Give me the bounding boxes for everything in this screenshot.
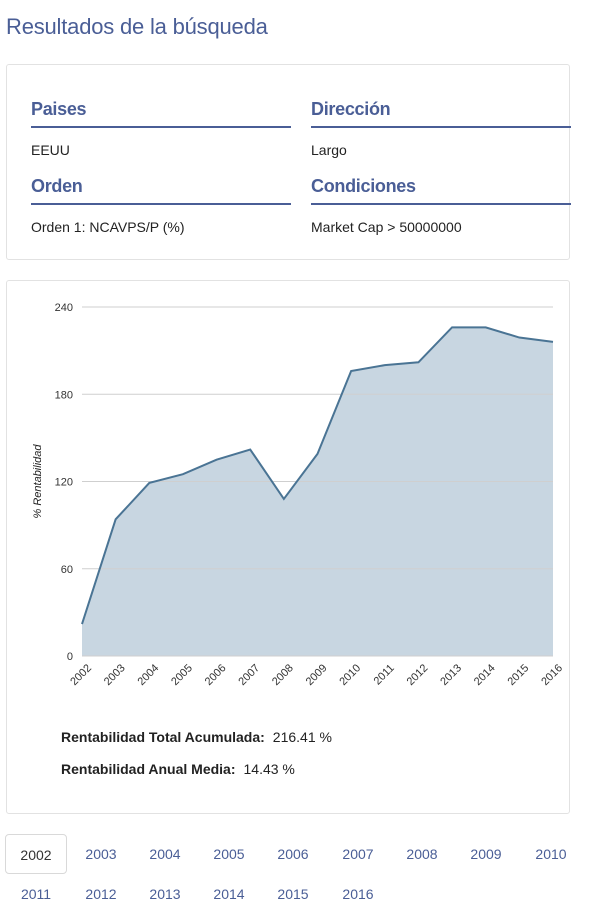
y-tick-label: 60: [61, 564, 73, 576]
year-selector: 2002 2003 2004 2005 2006 2007 2008 2009 2010 2011…: [0, 834, 600, 914]
total-return-row: Rentabilidad Total Acumulada: 216.41 %: [61, 729, 332, 745]
year-tab-2002[interactable]: 2002: [5, 834, 67, 874]
x-tick-label: 2016: [539, 662, 565, 688]
filter-label: Paises: [31, 99, 291, 128]
year-tab-2014[interactable]: 2014: [213, 886, 245, 902]
annual-return-value: 14.43 %: [243, 761, 295, 777]
year-tab-2004[interactable]: 2004: [149, 846, 181, 862]
filters-panel: Paises EEUU Dirección Largo Orden Orden …: [6, 64, 571, 260]
year-tab-2010[interactable]: 2010: [535, 846, 567, 862]
year-tab-2012[interactable]: 2012: [85, 886, 117, 902]
filter-label: Dirección: [311, 99, 571, 128]
year-tab-2005[interactable]: 2005: [213, 846, 245, 862]
filter-value: Largo: [311, 142, 347, 158]
y-tick-label: 0: [67, 651, 73, 663]
chart-panel: 0 60 120 180 240 2002 2003 2004 2005 2006 2007 2008…: [6, 280, 570, 814]
filter-direccion: Dirección Largo: [311, 99, 571, 158]
filter-value: Orden 1: NCAVPS/P (%): [31, 219, 185, 235]
x-tick-label: 2005: [169, 662, 195, 688]
x-tick-label: 2004: [136, 662, 162, 688]
year-tab-2015[interactable]: 2015: [277, 886, 309, 902]
x-tick-label: 2006: [203, 662, 229, 688]
year-tab-2008[interactable]: 2008: [406, 846, 438, 862]
filter-paises: Paises EEUU: [31, 99, 291, 158]
filter-label: Condiciones: [311, 176, 571, 205]
x-tick-label: 2008: [270, 662, 296, 688]
page-title: Resultados de la búsqueda: [6, 14, 268, 39]
x-tick-label: 2015: [506, 662, 532, 688]
filter-orden: Orden Orden 1: NCAVPS/P (%): [31, 176, 291, 235]
x-tick-label: 2007: [236, 662, 262, 688]
annual-return-label: Rentabilidad Anual Media:: [61, 761, 236, 777]
area-fill: [82, 327, 553, 656]
year-tab-2016[interactable]: 2016: [342, 886, 374, 902]
filter-condiciones: Condiciones Market Cap > 50000000: [311, 176, 571, 235]
x-tick-label: 2002: [68, 662, 94, 688]
y-axis-label: % Rentabilidad: [32, 444, 44, 519]
year-tab-2003[interactable]: 2003: [85, 846, 117, 862]
x-tick-label: 2014: [472, 662, 498, 688]
filter-label: Orden: [31, 176, 291, 205]
y-tick-label: 180: [55, 389, 73, 401]
x-tick-label: 2003: [102, 662, 128, 688]
filter-value: Market Cap > 50000000: [311, 219, 462, 235]
year-tab-2007[interactable]: 2007: [342, 846, 374, 862]
x-tick-label: 2011: [372, 662, 397, 687]
year-tab-2009[interactable]: 2009: [470, 846, 502, 862]
return-chart: 0 60 120 180 240 2002 2003 2004 2005 2006 2007 2008…: [32, 302, 565, 688]
annual-return-row: Rentabilidad Anual Media: 14.43 %: [61, 761, 295, 777]
y-tick-label: 120: [55, 477, 73, 489]
x-tick-label: 2013: [438, 662, 464, 688]
x-tick-label: 2010: [337, 662, 363, 688]
x-tick-label: 2012: [405, 662, 431, 688]
total-return-value: 216.41 %: [272, 729, 332, 745]
year-tab-2013[interactable]: 2013: [149, 886, 181, 902]
total-return-label: Rentabilidad Total Acumulada:: [61, 729, 265, 745]
year-tab-2006[interactable]: 2006: [277, 846, 309, 862]
year-tab-2011[interactable]: 2011: [20, 886, 52, 902]
series-line: [81, 326, 554, 625]
y-tick-label: 240: [55, 302, 73, 314]
filter-value: EEUU: [31, 142, 70, 158]
x-tick-label: 2009: [304, 662, 330, 688]
